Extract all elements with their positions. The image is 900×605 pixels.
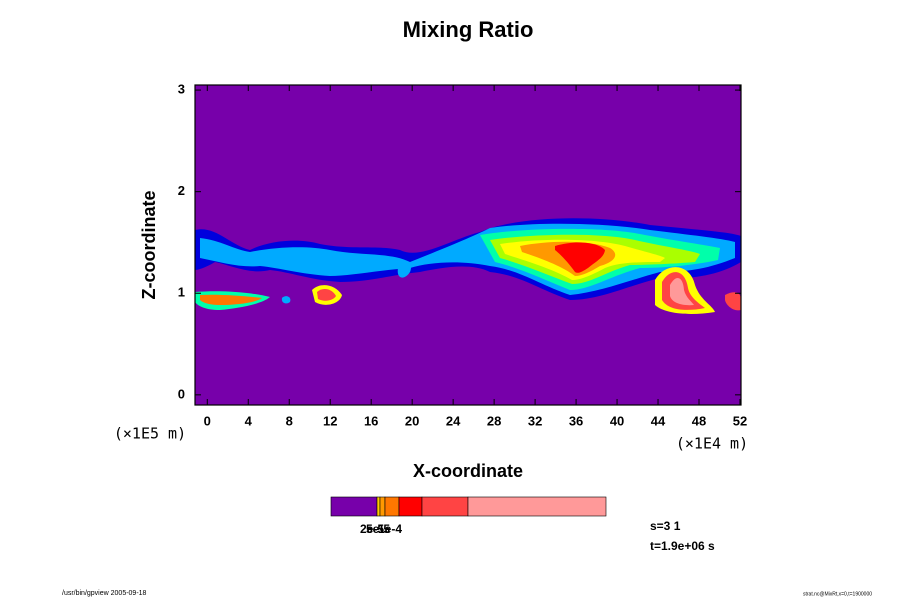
- plot-frame: [194, 84, 742, 406]
- x-tick-label: 0: [204, 413, 211, 428]
- colorbar-segment: [467, 496, 607, 517]
- colorbar-segment: [398, 496, 423, 517]
- y-tick-label: 0: [178, 386, 185, 401]
- colorbar-segment: [421, 496, 469, 517]
- x-tick-label: 32: [528, 413, 542, 428]
- x-tick-label: 52: [733, 413, 747, 428]
- x-tick-label: 20: [405, 413, 419, 428]
- y-tick-label: 3: [178, 82, 185, 97]
- colorbar-label: 1e-4: [378, 522, 402, 536]
- x-tick-label: 36: [569, 413, 583, 428]
- info-line: t=1.9e+06 s: [650, 539, 715, 553]
- colorbar-segment: [384, 496, 400, 517]
- y-unit: (×1E5 m): [114, 425, 186, 443]
- colorbar-segment: [376, 496, 381, 517]
- colorbar-label: 5e-5: [366, 522, 390, 536]
- x-tick-label: 12: [323, 413, 337, 428]
- colorbar-segment: [379, 496, 386, 517]
- x-axis-label: X-coordinate: [413, 461, 523, 481]
- contour-shapes: [195, 218, 741, 314]
- x-unit: (×1E4 m): [676, 435, 748, 453]
- x-tick-label: 16: [364, 413, 378, 428]
- y-tick-label: 1: [178, 285, 185, 300]
- x-tick-label: 28: [487, 413, 501, 428]
- footer-left: /usr/bin/gpview 2005-09-18: [62, 590, 147, 597]
- x-tick-label: 48: [692, 413, 706, 428]
- footer-right: strat.nc@MixRt,x=0,t=1900000: [803, 591, 872, 597]
- x-tick-label: 4: [245, 413, 253, 428]
- colorbar-label: 2e-5: [360, 522, 384, 536]
- chart-title: Mixing Ratio: [403, 17, 534, 42]
- y-axis-label: Z-coordinate: [139, 190, 159, 299]
- x-tick-label: 40: [610, 413, 624, 428]
- x-tick-label: 8: [286, 413, 293, 428]
- contour-field: [194, 84, 742, 406]
- x-tick-label: 24: [446, 413, 461, 428]
- y-tick-label: 2: [178, 183, 185, 198]
- info-line: s=3 1: [650, 519, 681, 533]
- colorbar-segment: [330, 496, 378, 517]
- x-tick-label: 44: [651, 413, 666, 428]
